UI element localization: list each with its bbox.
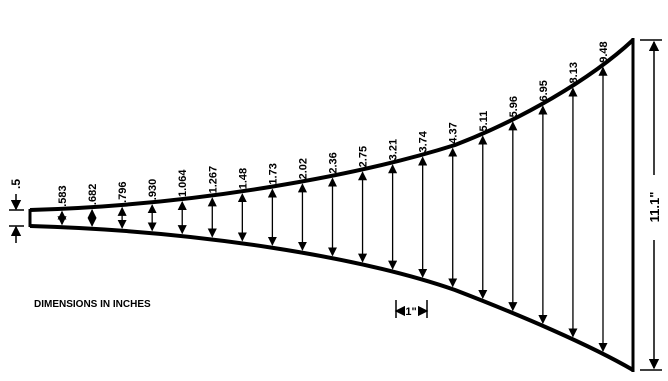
- station-label: 2.36: [328, 152, 340, 173]
- spacing-dimension: 1": [394, 300, 429, 318]
- station-label: 2.75: [358, 146, 370, 167]
- station-label: 3.21: [388, 139, 400, 160]
- spacing-label: 1": [405, 306, 416, 318]
- station-label: 1.267: [207, 166, 219, 194]
- horn-lower-contour: [29, 224, 635, 372]
- station-label: .682: [87, 184, 99, 205]
- station-label: 1.73: [267, 163, 279, 184]
- station-label: 4.37: [448, 122, 460, 143]
- throat-label: .5: [9, 179, 23, 189]
- station-label: 2.02: [297, 158, 309, 179]
- station-dimensions: .583 .682 .796 .930 1.064 1.267 1.48 1.73 2.02 2.…: [57, 41, 610, 353]
- horn-upper-contour: [29, 38, 635, 212]
- station-label: 5.96: [508, 96, 520, 117]
- station-label: 6.95: [538, 80, 550, 101]
- station-label: 8.13: [568, 62, 580, 83]
- station-label: .583: [57, 185, 69, 206]
- station-label: .930: [147, 179, 159, 200]
- dimensions-note: DIMENSIONS IN INCHES: [34, 299, 151, 310]
- station-label: .796: [117, 181, 129, 202]
- station-label: 3.74: [418, 130, 430, 152]
- throat-dimension: .5: [9, 179, 24, 243]
- mouth-label: 11.1": [647, 192, 662, 223]
- station-label: 5.11: [478, 111, 490, 132]
- station-label: 1.064: [177, 169, 189, 197]
- mouth-dimension: 11.1": [640, 39, 662, 371]
- station-label: 9.48: [598, 41, 610, 62]
- station-label: 1.48: [237, 168, 249, 189]
